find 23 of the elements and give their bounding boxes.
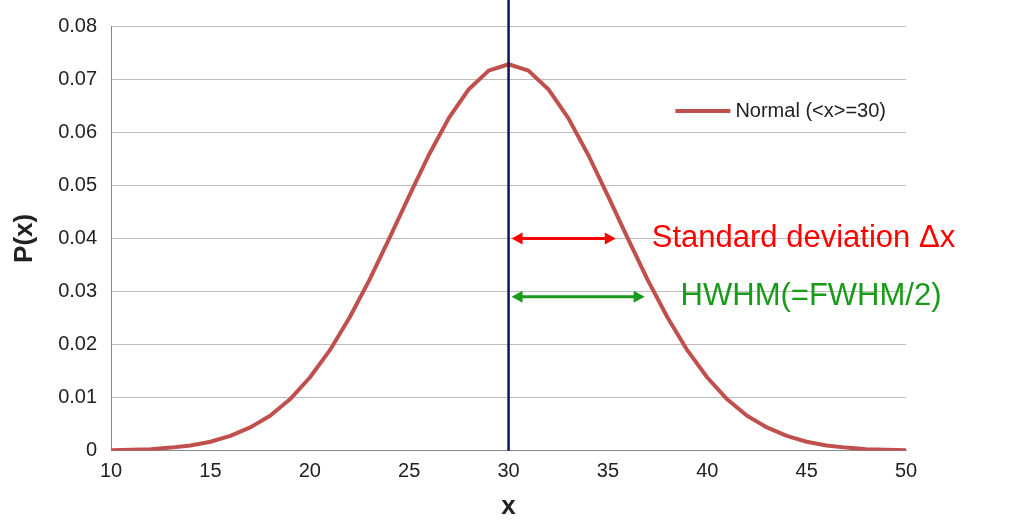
y-tick-label: 0.04 (58, 225, 98, 248)
x-tick-label: 35 (596, 459, 620, 482)
annotation: HWHM(=FWHM/2) (680, 277, 942, 313)
x-tick-label: 15 (199, 459, 222, 482)
y-tick-label: 0.05 (58, 172, 98, 195)
x-tick-label: 25 (398, 459, 421, 482)
y-tick-label: 0 (86, 438, 98, 461)
x-tick-label: 20 (298, 459, 321, 482)
x-tick-label: 40 (696, 459, 719, 482)
x-tick-label: 45 (795, 459, 818, 482)
y-tick-label: 0.03 (58, 279, 98, 302)
y-tick-label: 0.07 (58, 66, 98, 89)
legend-label: Normal (<x>=30) (735, 98, 887, 121)
x-tick-label: 50 (894, 459, 918, 482)
annotation: Standard deviation Δx (651, 218, 956, 254)
y-tick-label: 0.08 (58, 13, 98, 36)
y-axis-title: P(x) (7, 213, 38, 263)
y-tick-label: 0.02 (58, 332, 98, 355)
y-tick-label: 0.01 (58, 385, 98, 408)
x-tick-label: 10 (100, 459, 123, 482)
x-tick-label: 30 (497, 459, 520, 482)
x-axis-title: x (501, 489, 517, 520)
y-tick-label: 0.06 (58, 119, 98, 142)
